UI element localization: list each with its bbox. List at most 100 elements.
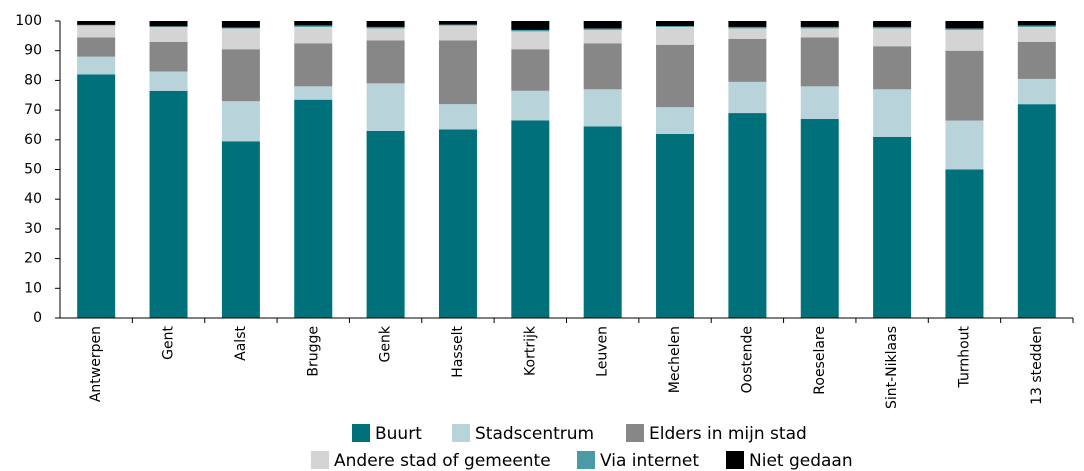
bar-segment — [656, 133, 695, 318]
legend-label: Buurt — [375, 424, 422, 444]
bar-segment — [583, 28, 622, 30]
x-tick-label: Leuven — [595, 326, 611, 377]
bar-segment — [77, 25, 116, 38]
x-tick-label: Brugge — [305, 326, 321, 377]
bar-segment — [294, 43, 333, 87]
bar-segment — [366, 26, 405, 29]
bar-segment — [1017, 26, 1056, 42]
y-tick-label: 0 — [33, 310, 42, 326]
bar-segment — [221, 27, 260, 29]
bar-segment — [656, 26, 695, 45]
bar-segment — [728, 81, 767, 114]
x-tick-label: Aalst — [233, 326, 249, 361]
y-tick-label: 90 — [24, 43, 42, 59]
bar-segment — [294, 99, 333, 318]
bar-segment — [77, 56, 116, 75]
bar-segment — [294, 21, 333, 26]
bar-segment — [583, 29, 622, 44]
bar-segment — [366, 83, 405, 131]
y-tick-label: 70 — [24, 102, 42, 118]
bar-segment — [945, 29, 984, 51]
y-tick-label: 20 — [24, 251, 42, 267]
legend-label: Niet gedaan — [749, 451, 853, 471]
bar-segment — [800, 21, 839, 27]
bar-segment — [800, 119, 839, 318]
x-tick-label: Roeselare — [812, 326, 828, 395]
x-tick-label: 13 stedden — [1029, 326, 1045, 405]
bar-segment — [511, 31, 550, 50]
x-tick-label: Turnhout — [956, 325, 972, 388]
bar-segment — [583, 21, 622, 29]
legend-swatch — [626, 424, 644, 442]
bar-segment — [511, 29, 550, 32]
bar-segment — [77, 37, 116, 57]
x-tick-label: Antwerpen — [88, 326, 104, 402]
y-tick-label: 40 — [24, 191, 42, 207]
y-tick-label: 50 — [24, 162, 42, 178]
bar-segment — [366, 40, 405, 84]
bar-segment — [221, 101, 260, 142]
bar-segment — [511, 49, 550, 91]
bar-segment — [438, 104, 477, 130]
legend-swatch — [452, 424, 470, 442]
legend-swatch — [352, 424, 370, 442]
y-tick-label: 60 — [24, 132, 42, 148]
bar-segment — [1017, 25, 1056, 27]
bar-segment — [366, 130, 405, 318]
bar-segment — [221, 28, 260, 50]
bar-segment — [149, 21, 188, 27]
y-tick-label: 100 — [15, 13, 42, 29]
legend-label: Stadscentrum — [475, 424, 594, 444]
bar-segment — [873, 28, 912, 47]
bar-segment — [149, 90, 188, 318]
bar-segment — [583, 126, 622, 318]
bar-segment — [1017, 41, 1056, 79]
bar-segment — [656, 44, 695, 108]
bar-segment — [656, 107, 695, 134]
x-tick-label: Oostende — [739, 326, 755, 393]
bar-segment — [77, 74, 116, 319]
bar-segment — [1017, 104, 1056, 318]
bar-segment — [800, 37, 839, 87]
bar-segment — [1017, 21, 1056, 26]
bar-segment — [800, 26, 839, 29]
legend-swatch — [726, 451, 744, 469]
x-tick-label: Genk — [378, 325, 394, 362]
legend-swatch — [311, 451, 329, 469]
bar-segment — [77, 21, 116, 25]
bar-segment — [945, 28, 984, 30]
bar-segment — [149, 26, 188, 27]
bar-segment — [294, 86, 333, 100]
bar-segment — [294, 26, 333, 44]
bar-segment — [438, 25, 477, 41]
bar-segment — [511, 90, 550, 121]
bar-segment — [873, 26, 912, 29]
bar-segment — [656, 26, 695, 27]
bar-segment — [1017, 78, 1056, 105]
bar-segment — [583, 43, 622, 90]
bar-segment — [438, 129, 477, 318]
bar-segment — [366, 28, 405, 41]
bar-segment — [873, 89, 912, 137]
bar-segment — [728, 28, 767, 39]
y-tick-label: 10 — [24, 280, 42, 296]
bar-segment — [945, 21, 984, 29]
bar-segment — [149, 41, 188, 72]
bar-segment — [366, 21, 405, 27]
bar-segment — [149, 26, 188, 42]
bar-segment — [583, 89, 622, 127]
bar-segment — [728, 38, 767, 82]
bar-segment — [294, 25, 333, 27]
bar-segment — [873, 136, 912, 318]
bar-segment — [728, 26, 767, 29]
bar-segment — [221, 49, 260, 102]
legend-swatch — [577, 451, 595, 469]
bar-segment — [945, 169, 984, 318]
x-tick-label: Mechelen — [667, 326, 683, 393]
legend-label: Elders in mijn stad — [649, 424, 807, 444]
bar-segment — [511, 21, 550, 30]
bar-segment — [511, 120, 550, 319]
bar-segment — [945, 50, 984, 121]
y-tick-label: 30 — [24, 221, 42, 237]
